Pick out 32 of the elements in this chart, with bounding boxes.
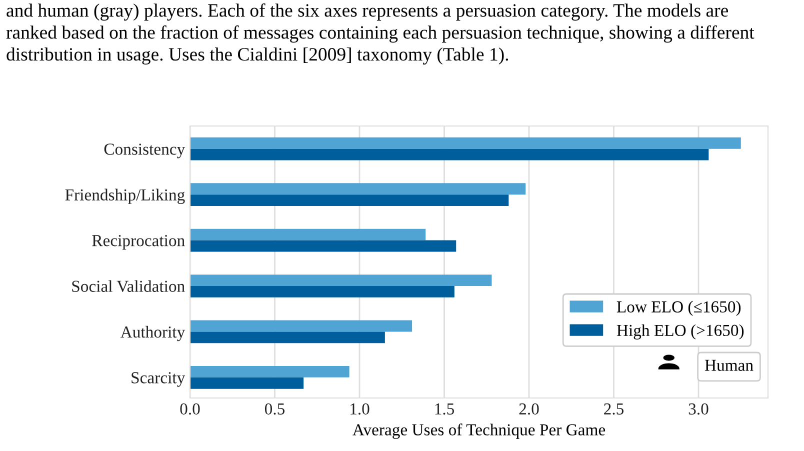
legend-label: High ELO (>1650) <box>616 324 744 340</box>
y-tick-label: Friendship/Liking <box>65 188 185 204</box>
bar <box>190 320 412 332</box>
bar <box>190 332 385 344</box>
bar <box>190 366 350 378</box>
x-tick-label: 3.0 <box>688 403 708 415</box>
bar <box>190 183 526 195</box>
x-tick-label: 1.5 <box>435 403 454 415</box>
y-tick-label: Consistency <box>104 144 186 158</box>
bar <box>190 286 454 298</box>
annotation: Human <box>704 360 754 371</box>
text: and human (gray) players. Each of the six axes represents a persuasion category. The models are <box>6 3 728 21</box>
x-tick-label: 1.0 <box>350 403 370 415</box>
x-axis-title: Average Uses of Technique Per Game <box>352 424 606 439</box>
x-tick-label: 0.5 <box>264 403 285 415</box>
bar <box>190 137 741 149</box>
text: ranked based on the fraction of messages containing each persuasion technique, showing a different <box>6 25 754 43</box>
bar <box>190 148 709 160</box>
y-tick-label: Social Validation <box>72 280 185 292</box>
x-tick-label: 2.0 <box>519 403 539 415</box>
bar <box>190 377 304 389</box>
y-tick-label: Authority <box>120 326 186 342</box>
legend-label: Low ELO (≤1650) <box>616 300 741 316</box>
bar <box>190 274 492 286</box>
y-tick-label: Reciprocation <box>92 235 185 250</box>
bar <box>190 240 456 252</box>
bar <box>190 194 509 206</box>
y-tick-label: Scarcity <box>132 372 186 387</box>
x-tick-label: 0.0 <box>180 403 200 415</box>
text: distribution in usage. Uses the Cialdini [2009] taxonomy (Table 1). <box>6 47 508 65</box>
bar <box>190 228 426 240</box>
x-tick-label: 2.5 <box>604 403 624 415</box>
